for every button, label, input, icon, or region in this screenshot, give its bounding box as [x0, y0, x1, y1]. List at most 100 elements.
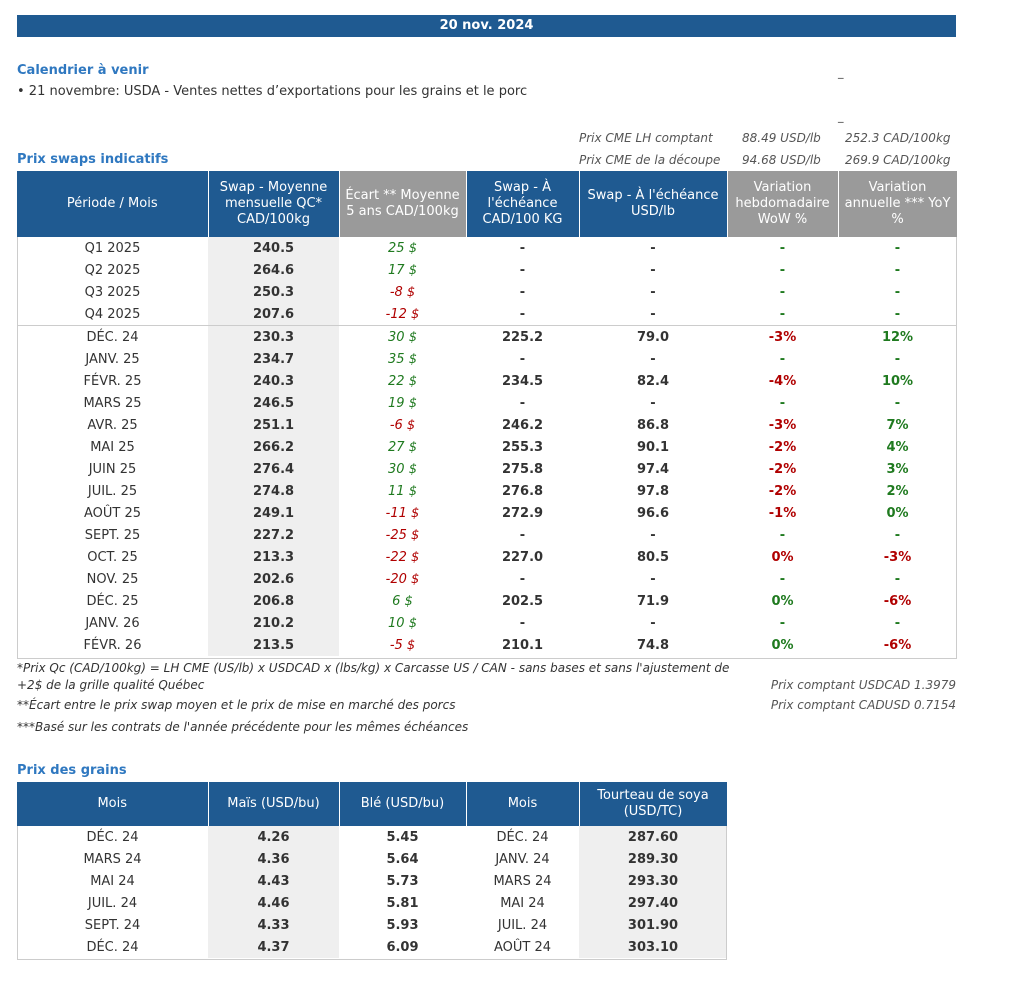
wheat-cell: 5.81 — [386, 895, 419, 911]
swap-cad-cell: - — [519, 351, 526, 367]
col-header-period: Période / Mois — [17, 171, 209, 237]
swap-monthly-cell: 206.8 — [208, 590, 339, 612]
table-row: SEPT. 25 227.2 -25 $ - - - - — [17, 524, 957, 546]
month-cell: MAI 24 — [90, 873, 135, 889]
swap-cad-cell: 276.8 — [501, 483, 544, 499]
period-cell: MARS 25 — [83, 395, 142, 411]
period-cell: JUIN 25 — [88, 461, 137, 477]
swap-cad-cell: - — [519, 306, 526, 322]
soymeal-cell: 297.40 — [579, 892, 727, 914]
period-cell: SEPT. 25 — [84, 527, 141, 543]
period-cell: JANV. 25 — [85, 351, 140, 367]
soymeal-cell: 287.60 — [579, 826, 727, 848]
yoy-cell: -6% — [883, 637, 912, 653]
wow-cell: - — [779, 527, 786, 543]
swap-cad-cell: 255.3 — [501, 439, 544, 455]
swap-usd-cell: - — [650, 395, 656, 411]
wow-cell: -2% — [768, 461, 797, 477]
yoy-cell: - — [894, 571, 901, 587]
soymeal-cell: 293.30 — [579, 870, 727, 892]
dash-mark: _ — [838, 110, 844, 123]
corn-cell: 4.46 — [208, 892, 339, 914]
grains-table-border — [17, 826, 727, 960]
swap-usd-cell: - — [650, 527, 656, 543]
soymeal-cell: 289.30 — [579, 848, 727, 870]
yoy-cell: 0% — [886, 505, 909, 521]
period-cell: Q2 2025 — [84, 262, 141, 278]
swaps-table: Période / Mois Swap - Moyenne mensuelle … — [17, 171, 958, 656]
table-row: JUIL. 25 274.8 11 $ 276.8 97.8 -2% 2% — [17, 480, 957, 502]
yoy-cell: - — [894, 240, 901, 256]
swap-usd-cell: - — [650, 615, 656, 631]
table-row: JANV. 25 234.7 35 $ - - - - — [17, 348, 957, 370]
cme-lh-label: Prix CME LH comptant — [579, 131, 713, 145]
ecart-cell: 19 $ — [388, 395, 417, 411]
cme-cut-label: Prix CME de la découpe — [579, 153, 721, 167]
swap-usd-cell: 96.6 — [636, 505, 670, 521]
swap-usd-cell: 97.4 — [636, 461, 670, 477]
swap-monthly-cell: 251.1 — [208, 414, 339, 436]
wow-cell: - — [779, 351, 786, 367]
corn-cell: 4.37 — [208, 936, 339, 958]
swap-monthly-cell: 207.6 — [208, 303, 339, 326]
table-row: SEPT. 24 4.33 5.93 JUIL. 24 301.90 — [17, 914, 727, 936]
swap-cad-cell: 225.2 — [466, 325, 579, 348]
table-row: Q1 2025 240.5 25 $ - - - - — [17, 237, 957, 259]
corn-cell: 4.26 — [208, 826, 339, 848]
wow-cell: - — [779, 571, 786, 587]
yoy-cell: - — [894, 615, 901, 631]
wow-cell: - — [779, 395, 786, 411]
wow-cell: - — [779, 262, 786, 278]
col-header-swap-usd: Swap - À l'échéance USD/lb — [579, 171, 728, 237]
table-row: MARS 25 246.5 19 $ - - - - — [17, 392, 957, 414]
swap-monthly-cell: 227.2 — [208, 524, 339, 546]
month-cell: MAI 24 — [500, 895, 545, 911]
swap-monthly-cell: 274.8 — [208, 480, 339, 502]
swap-monthly-cell: 213.3 — [208, 546, 339, 568]
swaps-title: Prix swaps indicatifs — [17, 152, 169, 167]
period-cell: NOV. 25 — [86, 571, 139, 587]
swap-monthly-cell: 266.2 — [208, 436, 339, 458]
table-row: FÉVR. 26 213.5 -5 $ 210.1 74.8 0% -6% — [17, 634, 957, 656]
period-cell: JUIL. 25 — [87, 483, 138, 499]
cme-lh-usd: 88.49 USD/lb — [742, 131, 821, 145]
month-cell: MARS 24 — [493, 873, 552, 889]
table-row: DÉC. 25 206.8 6 $ 202.5 71.9 0% -6% — [17, 590, 957, 612]
wow-cell: - — [779, 240, 786, 256]
ecart-cell: -6 $ — [389, 417, 416, 433]
yoy-cell: 3% — [886, 461, 909, 477]
ecart-cell: 25 $ — [388, 240, 417, 256]
swap-monthly-cell: 246.5 — [208, 392, 339, 414]
swap-monthly-cell: 213.5 — [208, 634, 339, 656]
col-header-corn: Maïs (USD/bu) — [208, 782, 340, 826]
swap-usd-cell: 74.8 — [636, 637, 670, 653]
ecart-cell: -11 $ — [385, 505, 420, 521]
table-row: AVR. 25 251.1 -6 $ 246.2 86.8 -3% 7% — [17, 414, 957, 436]
ecart-cell: -5 $ — [389, 637, 416, 653]
swap-cad-cell: 210.1 — [501, 637, 544, 653]
swap-cad-cell: 202.5 — [501, 593, 544, 609]
col-header-month-2: Mois — [466, 782, 580, 826]
swap-monthly-cell: 240.3 — [208, 370, 339, 392]
month-cell: JUIL. 24 — [87, 895, 138, 911]
swap-cad-cell: 272.9 — [501, 505, 544, 521]
corn-cell: 4.43 — [208, 870, 339, 892]
table-row: MARS 24 4.36 5.64 JANV. 24 289.30 — [17, 848, 727, 870]
period-cell: FÉVR. 26 — [83, 637, 142, 653]
swap-usd-cell: - — [650, 284, 656, 300]
yoy-cell: - — [894, 395, 901, 411]
period-cell: Q3 2025 — [84, 284, 141, 300]
swap-cad-cell: - — [519, 284, 526, 300]
month-cell: JUIL. 24 — [497, 917, 548, 933]
wheat-cell: 6.09 — [386, 939, 419, 955]
ecart-cell: -20 $ — [385, 571, 420, 587]
wheat-cell: 5.93 — [386, 917, 419, 933]
period-cell: Q1 2025 — [84, 240, 141, 256]
swap-cad-cell: - — [519, 395, 526, 411]
table-row: JANV. 26 210.2 10 $ - - - - — [17, 612, 957, 634]
ecart-cell: -25 $ — [385, 527, 420, 543]
calendar-title: Calendrier à venir — [17, 63, 149, 78]
corn-cell: 4.36 — [208, 848, 339, 870]
period-cell: MAI 25 — [90, 439, 135, 455]
ecart-cell: 30 $ — [339, 325, 466, 348]
